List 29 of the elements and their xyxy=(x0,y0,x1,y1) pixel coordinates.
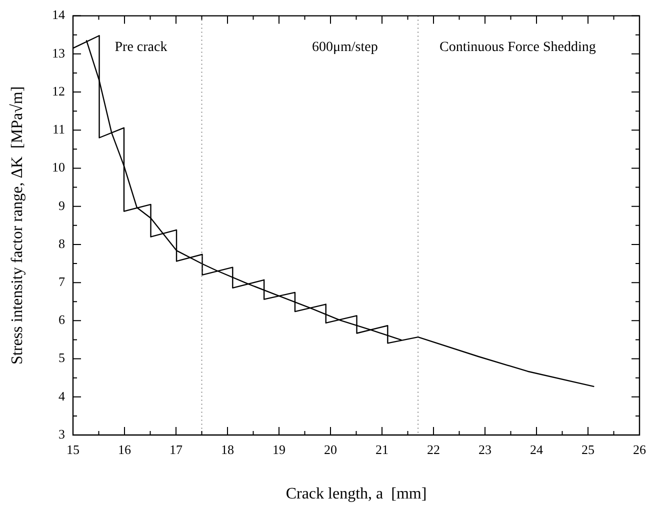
x-tick-label: 17 xyxy=(170,442,183,458)
x-tick-label: 18 xyxy=(221,442,234,458)
x-tick-label: 24 xyxy=(530,442,544,458)
y-tick-label: 6 xyxy=(58,312,66,328)
x-tick-label: 21 xyxy=(376,442,388,458)
y-tick-label: 3 xyxy=(58,426,65,442)
y-tick-label: 11 xyxy=(52,122,65,137)
y-tick-label: 10 xyxy=(52,160,65,175)
y-tick-label: 12 xyxy=(52,83,65,98)
y-tick-label: 4 xyxy=(58,388,66,404)
y-tick-label: 5 xyxy=(58,350,65,366)
x-tick-label: 20 xyxy=(324,442,337,458)
y-tick-label: 7 xyxy=(58,274,66,289)
x-tick-label: 19 xyxy=(272,442,286,458)
y-axis-title: Stress intensity factor range, ΔK [MPa√m] xyxy=(8,86,26,364)
annotation: 600μm/step xyxy=(312,40,378,55)
x-tick-label: 23 xyxy=(478,442,492,458)
x-tick-label: 22 xyxy=(427,442,440,458)
x-tick-label: 26 xyxy=(633,442,646,458)
y-tick-label: 8 xyxy=(58,236,65,251)
x-tick-label: 15 xyxy=(66,442,80,458)
y-tick-label: 9 xyxy=(58,198,65,213)
y-tick-label: 14 xyxy=(52,7,66,22)
annotation: Pre crack xyxy=(114,40,168,55)
annotation: Continuous Force Shedding xyxy=(440,40,596,55)
x-axis-title: Crack length, a [mm] xyxy=(286,486,427,503)
x-tick-label: 25 xyxy=(582,442,594,458)
y-tick-label: 13 xyxy=(52,45,65,60)
x-tick-label: 16 xyxy=(118,442,132,458)
